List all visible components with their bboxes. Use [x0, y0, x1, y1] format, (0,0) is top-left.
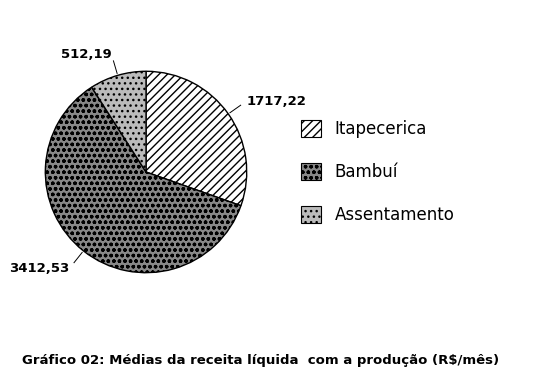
Text: 1717,22: 1717,22: [246, 94, 306, 108]
Legend: Itapecerica, Bambuí, Assentamento: Itapecerica, Bambuí, Assentamento: [301, 120, 455, 224]
Wedge shape: [92, 71, 146, 172]
Text: 3412,53: 3412,53: [9, 262, 70, 275]
Text: Gráfico 02: Médias da receita líquida  com a produção (R$/mês): Gráfico 02: Médias da receita líquida co…: [22, 354, 499, 367]
Wedge shape: [45, 87, 241, 273]
Text: 512,19: 512,19: [60, 48, 112, 60]
Wedge shape: [146, 71, 247, 206]
